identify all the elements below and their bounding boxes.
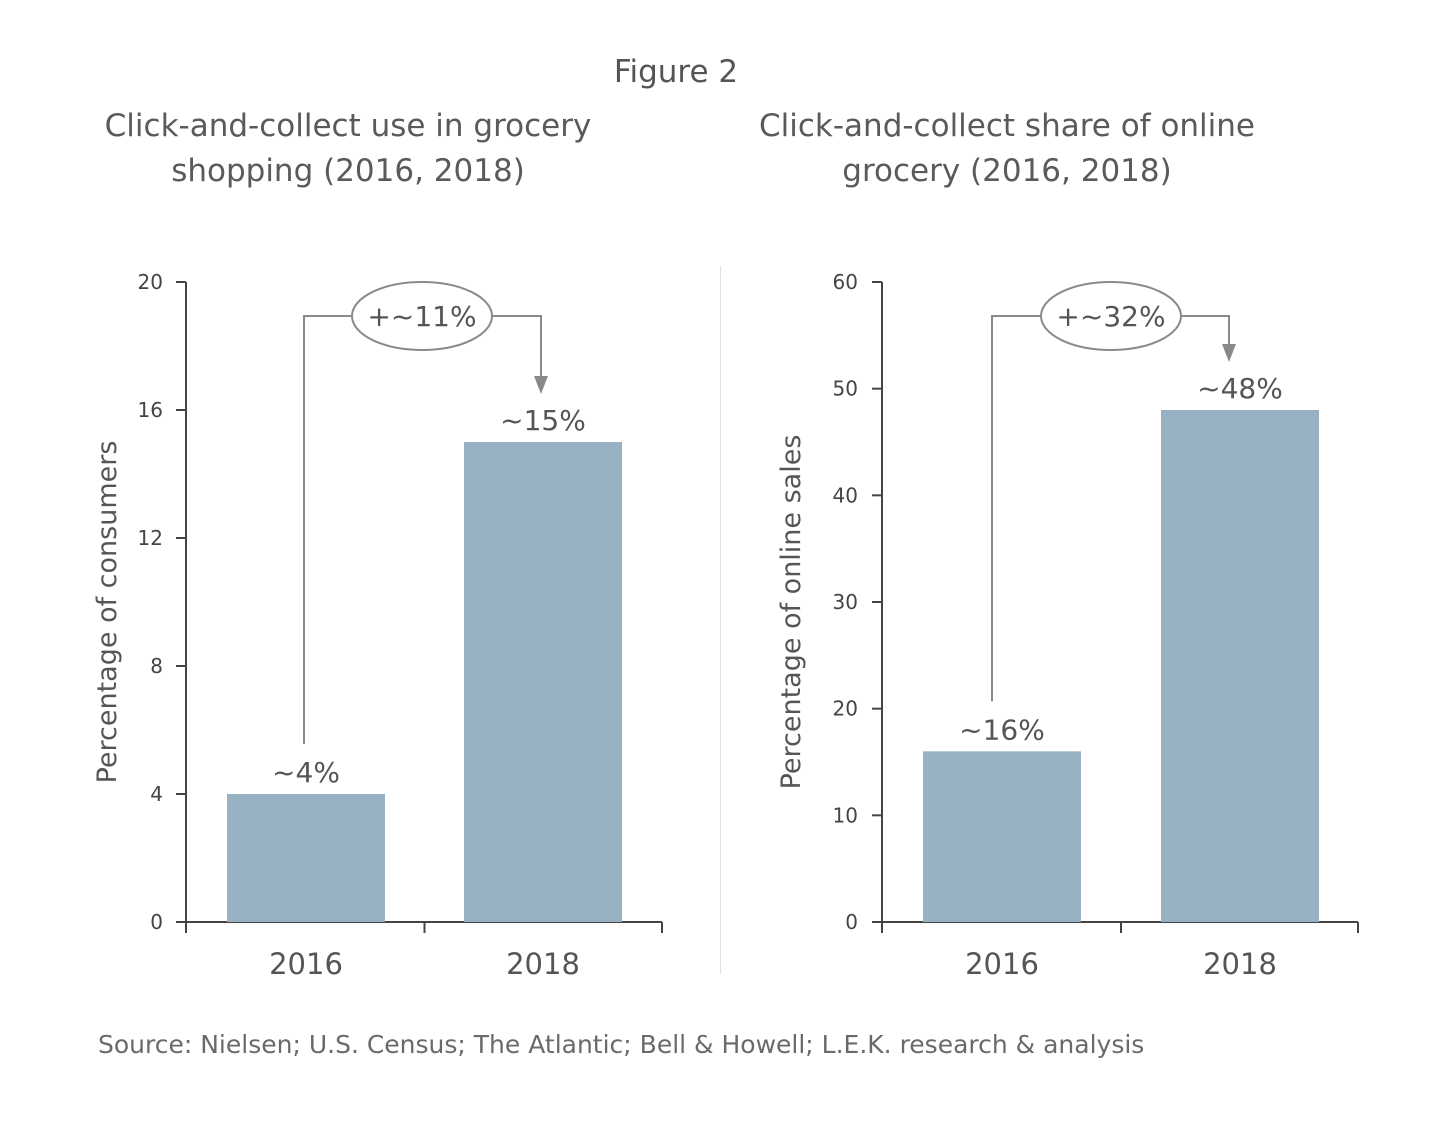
y-tick-label: 0 — [845, 910, 858, 934]
y-tick-label: 4 — [150, 782, 163, 806]
annotation-ellipse — [351, 281, 493, 351]
y-tick-label: 40 — [833, 483, 858, 507]
bar-value-label: ~48% — [1197, 372, 1283, 405]
chart-left: 0 4 8 12 16 20 ~4% 2016 ~15% 2018 Percentage of co… — [92, 270, 663, 981]
category-label: 2016 — [269, 947, 343, 981]
y-tick-label: 16 — [138, 398, 163, 422]
panel-divider — [720, 266, 721, 974]
chart-title-left-line-2: shopping (2016, 2018) — [171, 153, 525, 189]
annotation-connector-right — [1181, 315, 1230, 348]
bar-value-label: ~16% — [959, 713, 1045, 746]
y-tick-label: 60 — [833, 270, 858, 294]
y-tick-label: 20 — [833, 697, 858, 721]
bar-value-label: ~4% — [272, 756, 340, 789]
y-tick-label: 30 — [833, 590, 858, 614]
bar — [923, 751, 1081, 922]
chart-title-right-line-1: Click-and-collect share of online — [759, 108, 1255, 144]
chart-title-left-line-1: Click-and-collect use in grocery — [104, 108, 592, 144]
bar — [1161, 410, 1319, 922]
annotation-connector-left — [303, 315, 352, 744]
y-tick-label: 10 — [833, 803, 858, 827]
y-axis-label: Percentage of consumers — [92, 441, 123, 784]
chart-title-right-line-2: grocery (2016, 2018) — [842, 153, 1172, 189]
annotation-connector-right — [492, 315, 542, 380]
y-tick-label: 20 — [138, 270, 163, 294]
y-tick-label: 8 — [150, 654, 163, 678]
annotation-ellipse — [1040, 281, 1182, 351]
annotation-arrowhead — [534, 376, 548, 394]
annotation-label: +~32% — [1056, 300, 1165, 333]
chart-right: 0 10 20 30 40 50 60 ~16% 2016 ~48% 2018 Percentage … — [776, 270, 1359, 981]
bar-value-label: ~15% — [500, 404, 586, 437]
bar — [464, 442, 622, 922]
figure-label: Figure 2 — [613, 54, 739, 90]
y-tick-label: 50 — [833, 377, 858, 401]
y-tick-label: 12 — [138, 526, 163, 550]
annotation-label: +~11% — [367, 300, 476, 333]
y-tick-label: 0 — [150, 910, 163, 934]
category-label: 2016 — [965, 947, 1039, 981]
category-label: 2018 — [1203, 947, 1277, 981]
source-note: Source: Nielsen; U.S. Census; The Atlant… — [98, 1030, 1145, 1059]
y-axis-label: Percentage of online sales — [776, 435, 807, 790]
annotation-arrowhead — [1222, 344, 1236, 362]
bar — [227, 794, 385, 922]
annotation-connector-left — [991, 315, 1041, 702]
chart-title-right: Click-and-collect share of online grocer… — [742, 104, 1272, 194]
chart-title-left: Click-and-collect use in grocery shoppin… — [88, 104, 608, 194]
category-label: 2018 — [506, 947, 580, 981]
